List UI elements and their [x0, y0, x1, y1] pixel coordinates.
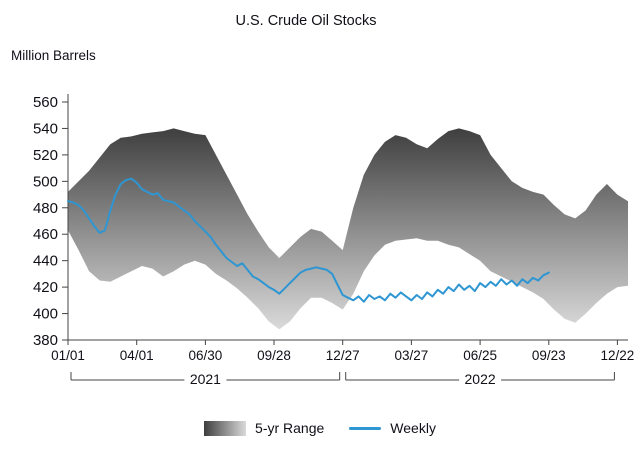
x-tick-label: 12/22 — [601, 348, 635, 363]
y-tick-label: 560 — [33, 94, 58, 111]
chart-title: U.S. Crude Oil Stocks — [235, 13, 377, 29]
y-tick-label: 380 — [33, 332, 58, 349]
year-label-bg — [459, 371, 502, 387]
x-tick-label: 01/01 — [51, 348, 85, 363]
x-tick-label: 09/28 — [257, 348, 291, 363]
y-tick-label: 400 — [33, 306, 58, 323]
year-label-bg — [184, 371, 227, 387]
y-axis-label: Million Barrels — [11, 48, 96, 63]
five-year-range-band — [68, 128, 628, 330]
y-tick-label: 420 — [33, 279, 58, 296]
x-tick-label: 04/01 — [120, 348, 154, 363]
weekly-line-swatch — [349, 426, 382, 430]
year-label: 2021 — [190, 371, 221, 387]
y-tick-label: 480 — [33, 200, 58, 217]
x-tick-label: 06/30 — [189, 348, 223, 363]
y-tick-label: 540 — [33, 120, 58, 137]
year-label: 2022 — [465, 371, 496, 387]
y-tick-label: 460 — [33, 226, 58, 243]
y-tick-label: 440 — [33, 253, 58, 270]
x-tick-label: 06/25 — [463, 348, 497, 363]
y-tick-label: 500 — [33, 173, 58, 190]
y-tick-label: 520 — [33, 147, 58, 164]
legend-range-label: 5-yr Range — [255, 420, 325, 436]
x-tick-label: 12/27 — [326, 348, 360, 363]
x-tick-label: 03/27 — [395, 348, 429, 363]
weekly-line — [67, 177, 550, 303]
legend: 5-yr Range Weekly — [0, 420, 640, 436]
legend-weekly-label: Weekly — [390, 420, 436, 436]
range-gradient-swatch — [204, 420, 247, 436]
x-tick-label: 09/23 — [532, 348, 566, 363]
chart-plot: 380 400 420 440 460 480 500 520 540 560 01/01 04/01… — [33, 94, 635, 387]
